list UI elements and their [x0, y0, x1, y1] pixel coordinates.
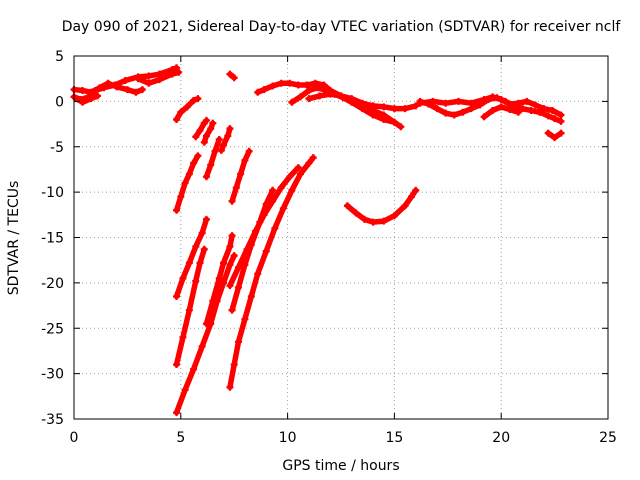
data-point-cluster	[227, 361, 237, 390]
data-point-marker	[175, 68, 183, 76]
data-points	[70, 64, 565, 417]
data-point-cluster	[173, 387, 188, 416]
data-point-marker	[200, 245, 208, 253]
data-point-marker	[557, 129, 565, 137]
data-point-cluster	[286, 164, 302, 180]
y-tick-label: 0	[55, 94, 64, 110]
data-series-arc-19	[226, 164, 302, 290]
data-series-arc-22	[305, 90, 405, 131]
data-point-marker	[397, 123, 405, 131]
data-series-arc-13	[173, 215, 210, 300]
data-point-marker	[194, 152, 202, 160]
data-series-arc-06	[173, 95, 202, 124]
data-point-cluster	[235, 316, 248, 345]
data-point-cluster	[263, 225, 278, 254]
chart-title: Day 090 of 2021, Sidereal Day-to-day VTE…	[62, 19, 622, 35]
x-tick-label: 20	[492, 430, 510, 446]
data-point-marker	[202, 116, 210, 124]
y-tick-label: -15	[41, 231, 64, 247]
data-point-cluster	[186, 278, 199, 313]
data-point-marker	[230, 252, 238, 260]
data-point-cluster	[248, 271, 261, 300]
data-point-cluster	[203, 298, 216, 327]
y-tick-label: 5	[55, 49, 64, 65]
data-point-marker	[412, 102, 420, 110]
data-point-marker	[269, 186, 277, 194]
data-series-arc-10	[173, 152, 202, 214]
data-series-arc-12	[228, 147, 253, 205]
data-point-marker	[412, 186, 420, 194]
data-series-arc-14	[173, 245, 208, 369]
data-point-cluster	[231, 339, 242, 368]
y-tick-label: -30	[41, 367, 64, 383]
data-point-marker	[202, 215, 210, 223]
data-series-arc-16	[202, 232, 236, 328]
y-tick-label: -20	[41, 276, 64, 292]
data-point-marker	[294, 164, 302, 172]
data-point-marker	[226, 125, 234, 133]
data-point-cluster	[235, 261, 248, 291]
data-series-arc-09	[217, 125, 234, 154]
data-point-marker	[309, 154, 317, 162]
x-tick-label: 15	[385, 430, 403, 446]
data-series-arc-03	[72, 92, 101, 106]
y-axis-label: SDTVAR / TECUs	[6, 181, 22, 296]
grid-lines	[74, 56, 608, 419]
data-series-arc-26	[480, 103, 522, 121]
data-point-marker	[245, 147, 253, 155]
data-series-arc-18	[226, 154, 317, 391]
x-axis-label: GPS time / hours	[282, 458, 399, 474]
data-point-cluster	[190, 343, 205, 372]
data-point-marker	[194, 95, 202, 103]
data-point-cluster	[207, 298, 220, 327]
data-point-marker	[230, 74, 238, 82]
data-series-arc-02	[70, 79, 146, 96]
y-tick-label: -35	[41, 412, 64, 428]
data-series-arc-23	[343, 186, 420, 226]
data-point-marker	[557, 111, 565, 119]
data-series-arc-15	[173, 252, 238, 417]
data-point-cluster	[244, 228, 259, 253]
data-point-marker	[93, 92, 101, 100]
data-series-arc-25	[416, 93, 565, 119]
data-point-cluster	[289, 171, 304, 194]
y-tick-label: -5	[50, 140, 64, 156]
x-tick-label: 5	[176, 430, 185, 446]
x-tick-label: 25	[599, 430, 617, 446]
data-point-cluster	[229, 284, 242, 313]
x-tick-label: 10	[279, 430, 297, 446]
data-point-marker	[138, 86, 146, 94]
y-tick-label: -25	[41, 321, 64, 337]
data-point-marker	[228, 232, 236, 240]
data-point-cluster	[254, 248, 269, 277]
data-point-cluster	[235, 246, 250, 271]
data-point-cluster	[210, 275, 222, 304]
data-point-cluster	[180, 307, 193, 341]
data-point-marker	[514, 108, 522, 116]
data-point-cluster	[182, 366, 197, 393]
data-series-arc-04	[134, 68, 183, 87]
data-point-cluster	[272, 205, 287, 232]
data-series-arc-27	[544, 129, 565, 142]
data-point-marker	[557, 117, 565, 125]
y-tick-label: -10	[41, 185, 64, 201]
data-series-arc-08	[200, 119, 217, 146]
data-point-cluster	[199, 320, 214, 350]
data-point-cluster	[280, 187, 295, 212]
data-series-arc-05	[226, 70, 238, 82]
data-point-cluster	[252, 212, 267, 234]
data-point-cluster	[227, 264, 242, 289]
data-series-arc-11	[202, 135, 223, 181]
data-point-marker	[215, 135, 223, 143]
data-point-cluster	[173, 334, 186, 368]
data-point-marker	[209, 119, 217, 127]
data-point-cluster	[242, 293, 255, 322]
x-tick-label: 0	[70, 430, 79, 446]
axis-ticks: 0 5 10 15 20 25 5 0 -5 -10 -15 -20 -25 -30 -35	[41, 49, 617, 446]
data-series-arc-07	[192, 116, 210, 141]
